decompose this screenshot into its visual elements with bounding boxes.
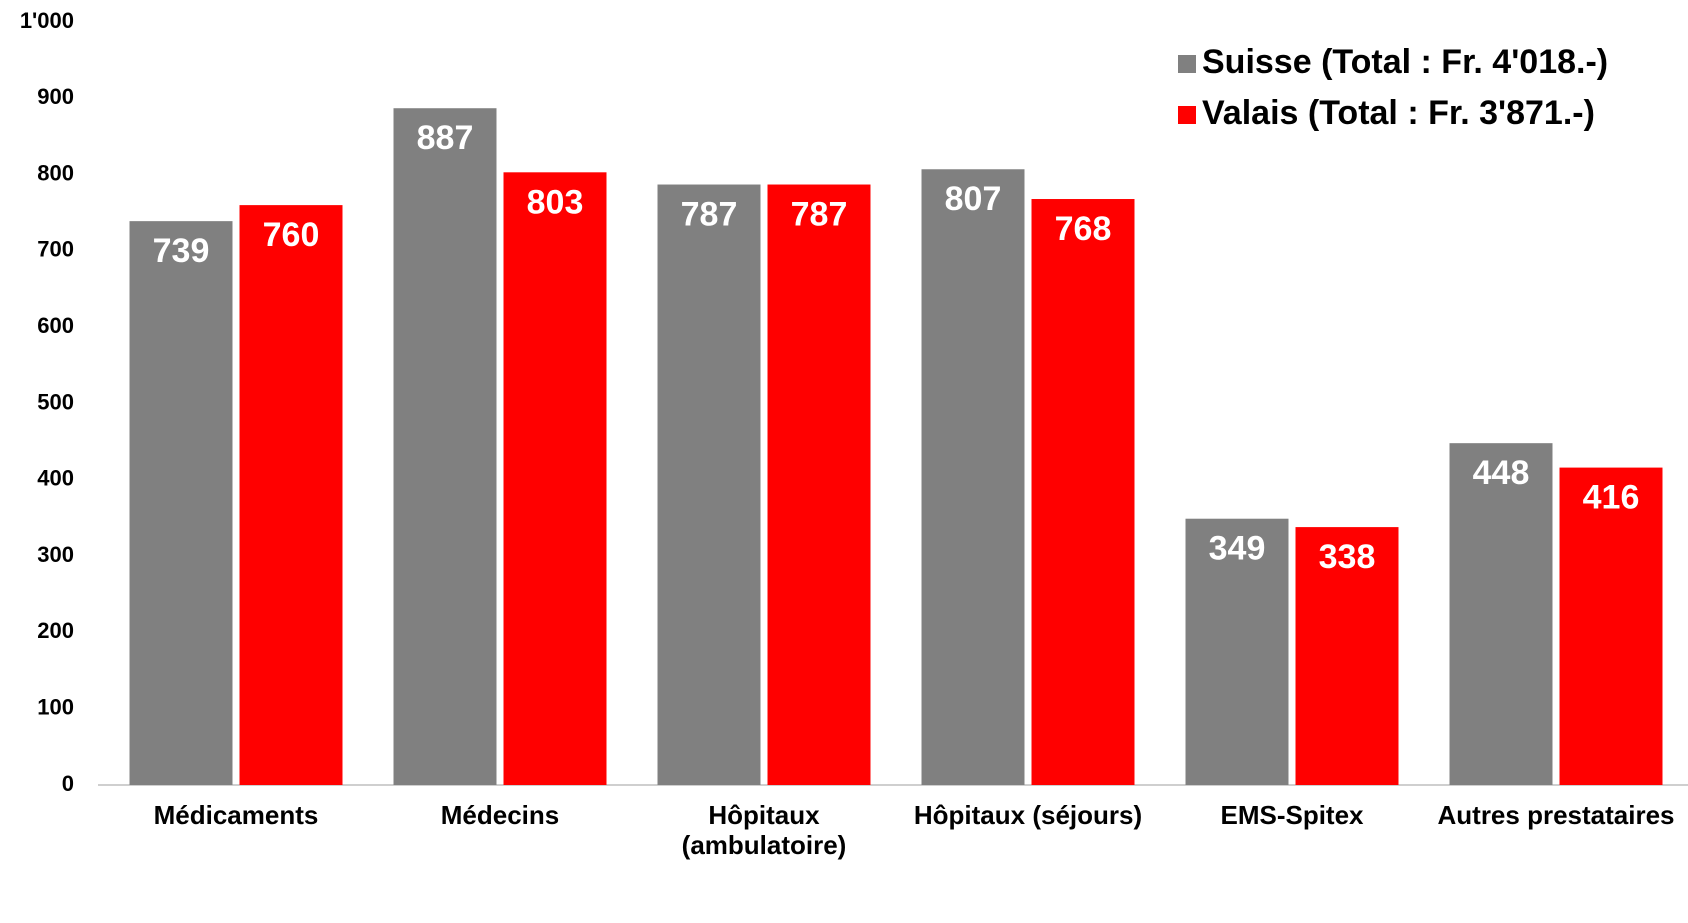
bar	[503, 172, 607, 785]
bar	[1031, 199, 1135, 786]
value-label: 760	[263, 216, 320, 254]
y-tick-label: 700	[37, 237, 74, 262]
legend-swatch	[1178, 106, 1196, 124]
y-tick-label: 400	[37, 466, 74, 491]
bar	[393, 108, 497, 786]
value-label: 349	[1209, 530, 1266, 568]
legend-label: Valais (Total : Fr. 3'871.-)	[1202, 94, 1595, 132]
value-label: 787	[681, 196, 738, 234]
value-label: 768	[1055, 210, 1112, 248]
bar	[1559, 467, 1663, 785]
value-label: 448	[1473, 454, 1530, 492]
value-label: 739	[153, 232, 210, 270]
y-tick-label: 900	[37, 84, 74, 109]
bar	[1185, 518, 1289, 785]
value-label: 787	[791, 196, 848, 234]
bar	[657, 184, 761, 786]
y-tick-label: 600	[37, 313, 74, 338]
value-label: 803	[527, 183, 584, 221]
y-tick-label: 1'000	[20, 8, 74, 33]
legend-swatch	[1178, 55, 1196, 73]
x-tick-label: Hôpitaux (séjours)	[913, 800, 1143, 830]
y-tick-label: 0	[62, 771, 74, 796]
bar	[239, 205, 343, 785]
bar	[1295, 527, 1399, 785]
value-label: 416	[1583, 479, 1640, 517]
bar	[129, 221, 233, 785]
x-tick-label: Médecins	[440, 800, 560, 830]
x-tick-label: Hôpitaux (ambulatoire)	[681, 800, 847, 860]
legend-label: Suisse (Total : Fr. 4'018.-)	[1202, 43, 1608, 81]
y-tick-label: 500	[37, 389, 74, 414]
value-label: 338	[1319, 538, 1376, 576]
bar	[1449, 443, 1553, 785]
y-tick-label: 300	[37, 542, 74, 567]
y-tick-label: 800	[37, 160, 74, 185]
x-tick-label: EMS-Spitex	[1220, 800, 1364, 830]
bar	[921, 169, 1025, 785]
x-tick-label: Autres prestataires	[1437, 800, 1675, 830]
bar	[767, 184, 871, 786]
value-label: 887	[417, 119, 474, 157]
value-label: 807	[945, 180, 1002, 218]
y-tick-label: 100	[37, 695, 74, 720]
x-tick-label: Médicaments	[153, 800, 319, 830]
y-tick-label: 200	[37, 618, 74, 643]
